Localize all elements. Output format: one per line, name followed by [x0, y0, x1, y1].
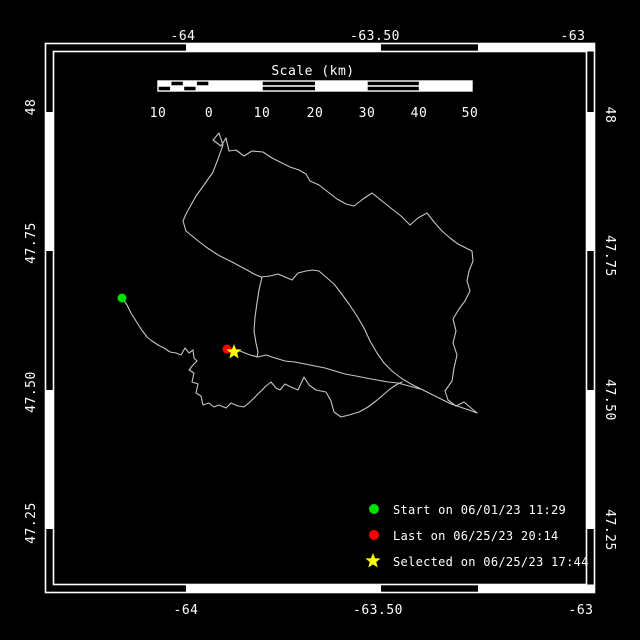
scale-bar-labels: 10 0 10 20 30 40 50: [150, 106, 479, 121]
scale-tick-label: 10: [150, 106, 167, 121]
axis-tick-label: 47.50: [602, 379, 617, 421]
axis-tick-label: -63: [561, 29, 586, 44]
legend: Start on 06/01/23 11:29 Last on 06/25/23…: [365, 503, 588, 569]
start-marker[interactable]: [117, 293, 127, 303]
axis-tick-label: 47.25: [24, 502, 39, 544]
scale-tick-label: 0: [205, 106, 213, 121]
scale-tick-label: 10: [254, 106, 271, 121]
track-path-connector: [253, 276, 263, 358]
bottom-axis: -64 -63.50 -63: [174, 603, 594, 618]
frame-fill-segments: [45, 43, 595, 593]
scale-bar-title: Scale (km): [271, 64, 354, 79]
scale-tick-label: 30: [359, 106, 376, 121]
legend-selected-swatch: [365, 553, 381, 568]
track-path-west-loop: [182, 132, 478, 414]
axis-tick-label: 47.75: [24, 222, 39, 264]
axis-tick-label: -63: [569, 603, 594, 618]
legend-start-label: Start on 06/01/23 11:29: [393, 503, 566, 517]
axis-tick-label: 47.75: [602, 235, 617, 277]
track-path-south-tail: [121, 297, 403, 418]
legend-start-swatch: [369, 504, 379, 514]
axis-tick-label: -64: [171, 29, 196, 44]
axis-tick-label: 47.25: [602, 509, 617, 551]
track-path-east-line: [239, 350, 421, 390]
left-axis: 48 47.75 47.50 47.25: [24, 99, 39, 544]
right-axis: 48 47.75 47.50 47.25: [602, 107, 617, 551]
legend-selected-label: Selected on 06/25/23 17:44: [393, 555, 589, 569]
scale-tick-label: 50: [462, 106, 479, 121]
scale-tick-label: 40: [411, 106, 428, 121]
selected-marker[interactable]: [226, 344, 242, 359]
scale-bar-checker: [158, 81, 209, 91]
top-axis: -64 -63.50 -63: [171, 29, 586, 44]
scale-bar: Scale (km) 10: [150, 64, 479, 121]
axis-tick-label: -64: [174, 603, 199, 618]
track-path-north: [212, 132, 478, 414]
legend-last-label: Last on 06/25/23 20:14: [393, 529, 559, 543]
axis-tick-label: 48: [602, 107, 617, 124]
scale-bar-solid-segments: [209, 81, 472, 91]
scale-bar-outline: [157, 80, 473, 92]
track-paths: [121, 132, 478, 418]
axis-tick-label: -63.50: [350, 29, 400, 44]
axis-tick-label: 48: [24, 99, 39, 116]
scale-tick-label: 20: [307, 106, 324, 121]
axis-tick-label: 47.50: [24, 371, 39, 413]
axis-tick-label: -63.50: [353, 603, 403, 618]
legend-last-swatch: [369, 530, 379, 540]
